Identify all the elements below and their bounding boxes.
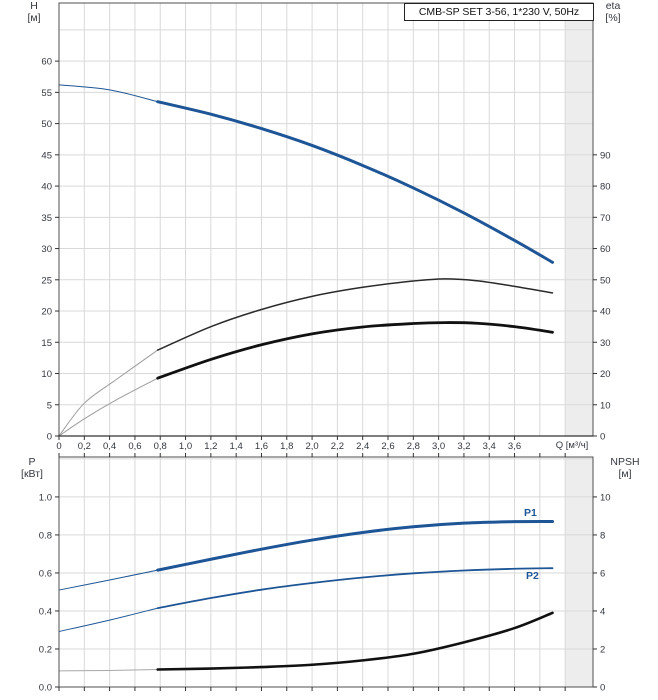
svg-text:0: 0: [56, 441, 61, 452]
svg-text:5: 5: [47, 400, 52, 411]
svg-text:0.6: 0.6: [39, 568, 52, 579]
svg-text:2,6: 2,6: [381, 441, 394, 452]
p-axis-title: P [кВт]: [14, 456, 50, 480]
npsh-axis-symbol: NPSH: [610, 456, 640, 468]
svg-text:4: 4: [600, 606, 605, 617]
svg-text:2: 2: [600, 644, 605, 655]
svg-text:70: 70: [600, 213, 611, 224]
svg-text:8: 8: [600, 530, 605, 541]
eta-axis-symbol: eta: [605, 0, 621, 12]
svg-text:1,2: 1,2: [204, 441, 217, 452]
svg-text:0: 0: [600, 683, 605, 694]
svg-text:25: 25: [41, 275, 52, 286]
svg-text:1,0: 1,0: [179, 441, 192, 452]
svg-text:40: 40: [41, 182, 52, 193]
svg-text:6: 6: [600, 568, 605, 579]
p-axis-symbol: P: [28, 456, 36, 468]
svg-text:1,6: 1,6: [255, 441, 268, 452]
svg-text:45: 45: [41, 150, 52, 161]
svg-text:0,8: 0,8: [154, 441, 167, 452]
svg-text:0.2: 0.2: [39, 644, 52, 655]
svg-text:90: 90: [600, 150, 611, 161]
chart-title-box: CMB-SP SET 3-56, 1*230 V, 50Hz: [404, 3, 594, 21]
svg-text:0.4: 0.4: [39, 606, 52, 617]
svg-text:40: 40: [600, 307, 611, 318]
svg-text:0,2: 0,2: [78, 441, 91, 452]
h-axis-unit: [м]: [27, 12, 41, 24]
p1-curve-label: P1: [524, 507, 537, 519]
svg-text:1,4: 1,4: [230, 441, 243, 452]
svg-text:1.0: 1.0: [39, 492, 52, 503]
svg-text:20: 20: [41, 307, 52, 318]
svg-text:10: 10: [600, 492, 611, 503]
svg-text:3,2: 3,2: [457, 441, 470, 452]
h-axis-title: H [м]: [20, 0, 48, 24]
svg-text:2,4: 2,4: [356, 441, 369, 452]
svg-text:0,4: 0,4: [103, 441, 116, 452]
q-axis-title: Q [м³/ч]: [555, 440, 589, 451]
svg-text:30: 30: [600, 338, 611, 349]
eta-axis-title: eta [%]: [596, 0, 630, 24]
svg-text:0: 0: [47, 432, 52, 443]
svg-text:30: 30: [41, 244, 52, 255]
p2-curve-label: P2: [526, 570, 539, 582]
svg-text:0: 0: [600, 432, 605, 443]
svg-text:3,4: 3,4: [483, 441, 496, 452]
svg-text:0,6: 0,6: [128, 441, 141, 452]
svg-text:80: 80: [600, 182, 611, 193]
svg-text:1,8: 1,8: [280, 441, 293, 452]
p-axis-unit: [кВт]: [21, 468, 43, 480]
eta-axis-unit: [%]: [605, 12, 621, 24]
svg-text:0.8: 0.8: [39, 530, 52, 541]
svg-text:20: 20: [600, 369, 611, 380]
npsh-axis-title: NPSH [м]: [604, 456, 646, 480]
svg-text:10: 10: [600, 400, 611, 411]
svg-text:0.0: 0.0: [39, 683, 52, 694]
svg-text:3,6: 3,6: [508, 441, 521, 452]
npsh-axis-unit: [м]: [618, 468, 632, 480]
svg-text:10: 10: [41, 369, 52, 380]
svg-text:15: 15: [41, 338, 52, 349]
svg-text:50: 50: [41, 119, 52, 130]
svg-text:2,2: 2,2: [331, 441, 344, 452]
h-axis-symbol: H: [30, 0, 38, 12]
svg-text:60: 60: [600, 244, 611, 255]
svg-text:35: 35: [41, 213, 52, 224]
svg-text:2,8: 2,8: [407, 441, 420, 452]
svg-text:2,0: 2,0: [305, 441, 318, 452]
svg-text:55: 55: [41, 88, 52, 99]
svg-text:60: 60: [41, 57, 52, 68]
svg-text:50: 50: [600, 275, 611, 286]
svg-text:3,0: 3,0: [432, 441, 445, 452]
